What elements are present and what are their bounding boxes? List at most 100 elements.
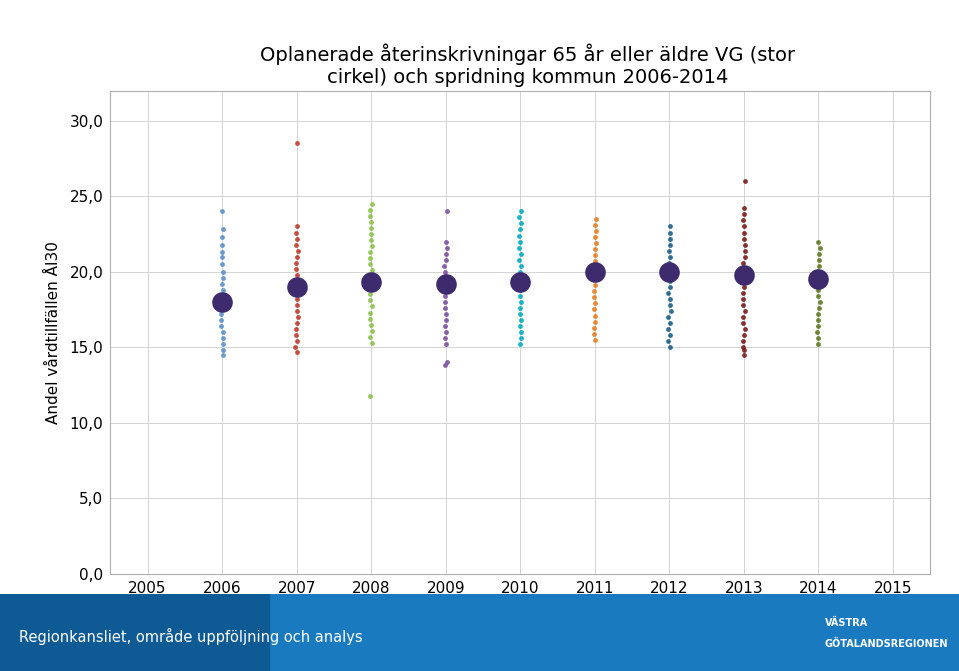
Point xyxy=(438,327,454,338)
Point xyxy=(662,329,677,340)
Point xyxy=(291,311,306,323)
Text: Regionkansliet, område uppföljning och analys: Regionkansliet, område uppföljning och a… xyxy=(19,628,363,645)
Point xyxy=(439,357,455,368)
Point xyxy=(811,303,827,313)
Point xyxy=(662,258,677,268)
Point xyxy=(663,299,678,310)
Point xyxy=(291,246,306,256)
Text: GÖTALANDSREGIONEN: GÖTALANDSREGIONEN xyxy=(825,639,948,649)
Point xyxy=(810,274,826,285)
Point xyxy=(363,390,378,401)
Point xyxy=(215,291,230,301)
Point xyxy=(363,229,379,240)
Point xyxy=(439,242,455,253)
Point xyxy=(513,333,528,344)
Point xyxy=(216,266,231,277)
Point xyxy=(213,309,228,319)
Point xyxy=(737,227,752,238)
Point xyxy=(587,334,602,345)
Point xyxy=(512,321,527,331)
Point xyxy=(437,303,453,313)
Point xyxy=(663,269,678,280)
Point xyxy=(438,236,454,247)
Point xyxy=(439,206,455,217)
Point xyxy=(363,205,378,215)
Point xyxy=(811,254,827,265)
Point xyxy=(810,278,826,289)
Point xyxy=(588,268,603,278)
Point xyxy=(512,285,527,295)
Point xyxy=(737,240,753,250)
Point xyxy=(810,272,826,283)
Point xyxy=(437,333,453,344)
Point xyxy=(810,339,826,350)
Point xyxy=(438,339,454,350)
Point xyxy=(663,282,678,293)
Point xyxy=(737,282,752,293)
Point xyxy=(216,345,231,356)
Point xyxy=(663,306,678,317)
Point xyxy=(363,277,379,288)
Point xyxy=(513,260,528,271)
Point xyxy=(737,306,753,317)
Point xyxy=(588,244,603,254)
Point xyxy=(437,360,453,370)
Point xyxy=(289,263,304,274)
Point xyxy=(586,322,601,333)
Bar xyxy=(0,594,269,671)
Point xyxy=(588,238,603,248)
Point xyxy=(290,306,305,317)
Point xyxy=(514,278,529,289)
Point xyxy=(588,280,603,291)
Point xyxy=(215,297,230,307)
Point xyxy=(812,242,828,253)
Point xyxy=(364,199,380,209)
Point xyxy=(661,311,676,323)
Point xyxy=(737,269,752,280)
Point xyxy=(215,297,230,307)
Point xyxy=(810,291,826,301)
Point xyxy=(513,206,528,217)
Point xyxy=(736,311,751,323)
Point xyxy=(810,285,826,295)
Point xyxy=(737,203,752,213)
Point xyxy=(588,298,603,309)
Y-axis label: Andel vårdtillfällen ÅI30: Andel vårdtillfällen ÅI30 xyxy=(46,241,61,423)
Point xyxy=(736,263,751,274)
Point xyxy=(437,291,453,301)
Point xyxy=(438,278,454,289)
Point xyxy=(288,227,303,238)
Point xyxy=(438,248,454,259)
Point xyxy=(290,234,305,244)
Point xyxy=(588,250,603,260)
Point xyxy=(737,345,752,356)
Point xyxy=(735,287,750,298)
Point xyxy=(216,327,231,338)
Point xyxy=(215,224,230,235)
Point xyxy=(364,325,380,336)
Point xyxy=(735,258,750,268)
Point xyxy=(513,297,528,307)
Point xyxy=(587,292,602,303)
Point xyxy=(661,323,676,334)
Point xyxy=(736,342,751,353)
Point xyxy=(290,269,305,280)
Point xyxy=(290,318,305,329)
Point xyxy=(662,227,677,238)
Point xyxy=(736,275,751,286)
Point xyxy=(363,223,379,234)
Point xyxy=(438,254,454,265)
Point xyxy=(364,338,380,348)
Point xyxy=(216,303,231,313)
Point xyxy=(513,291,528,301)
Point xyxy=(587,266,602,277)
Point xyxy=(737,221,752,231)
Point xyxy=(436,260,452,271)
Point xyxy=(290,299,305,310)
Point xyxy=(290,336,305,346)
Point xyxy=(289,258,304,268)
Point xyxy=(512,266,527,277)
Point xyxy=(289,329,304,340)
Point xyxy=(214,247,229,258)
Point xyxy=(587,316,602,327)
